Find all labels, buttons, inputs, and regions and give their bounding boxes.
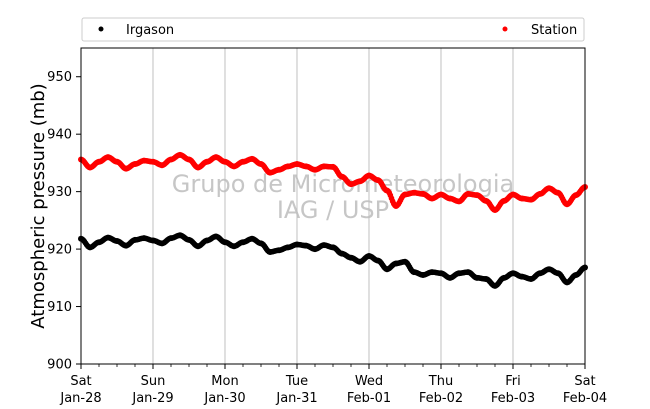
x-axis: Sat Jan-28 Sun Jan-29 Mon Jan-30 Tue Jan-31 Wed F… [59,364,607,406]
y-tick-label: 940 [47,128,72,143]
legend-label-irgason: Irgason [126,23,174,38]
legend-box [81,17,585,42]
series-dot [581,264,587,271]
y-tick-label: 930 [47,185,72,200]
x-tick-date: Feb-03 [491,391,535,406]
x-tick-weekday: Fri [505,374,521,389]
y-axis: 900 910 920 930 940 950 [47,70,81,373]
y-tick-label: 920 [47,243,72,258]
x-tick-date: Jan-29 [131,391,173,406]
x-tick-weekday: Sat [70,374,91,389]
y-axis-label: Atmospheric pressure (mb) [28,83,49,328]
x-tick-date: Jan-30 [203,391,245,406]
series-station [78,151,588,214]
x-tick-date: Jan-28 [59,391,101,406]
x-tick-weekday: Tue [285,374,308,389]
x-tick-weekday: Wed [355,374,383,389]
y-tick-label: 900 [47,358,72,373]
x-tick-date: Jan-31 [275,391,317,406]
x-tick-weekday: Thu [428,374,453,389]
series-irgason [78,232,588,289]
watermark-line-2: IAG / USP [277,196,389,224]
x-tick-date: Feb-02 [419,391,463,406]
legend-marker-station [502,26,508,32]
x-tick-date: Feb-01 [347,391,391,406]
series-dot [581,184,587,191]
legend: Irgason Station [81,17,585,42]
x-grid-lines [152,48,514,364]
y-tick-label: 910 [47,300,72,315]
legend-marker-irgason [98,26,104,32]
x-tick-weekday: Sun [141,374,166,389]
y-tick-label: 950 [47,70,72,85]
x-tick-weekday: Mon [211,374,238,389]
plot-frame [80,47,586,365]
legend-label-station: Station [531,23,577,38]
plot-series [78,151,588,289]
x-tick-weekday: Sat [574,374,595,389]
x-tick-date: Feb-04 [563,391,607,406]
